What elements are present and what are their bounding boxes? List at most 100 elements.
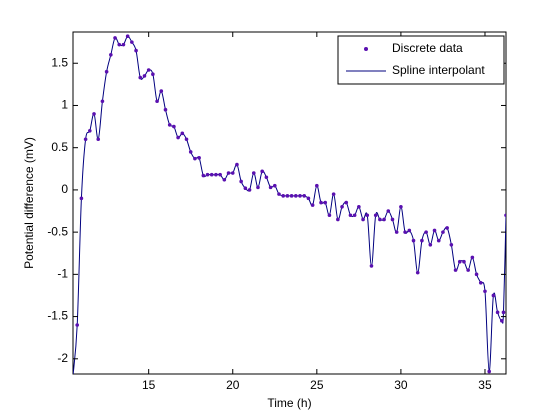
data-point — [176, 135, 180, 140]
data-point — [197, 156, 201, 160]
data-point — [390, 217, 395, 222]
x-tick-label: 20 — [226, 378, 240, 392]
data-point — [130, 40, 134, 44]
data-point — [306, 196, 311, 201]
data-point — [121, 42, 126, 47]
data-point — [378, 217, 382, 222]
data-point — [205, 172, 210, 177]
y-axis-label: Potential difference (mV) — [22, 137, 36, 269]
data-point — [504, 213, 506, 218]
data-point — [319, 200, 323, 205]
data-point — [394, 230, 399, 234]
data-point — [483, 289, 487, 294]
data-point — [457, 259, 462, 264]
data-point — [453, 268, 458, 272]
data-point — [100, 99, 105, 104]
data-point — [272, 183, 277, 188]
data-point — [315, 183, 319, 188]
data-point — [449, 243, 454, 247]
data-point — [352, 213, 357, 218]
data-point — [188, 150, 193, 154]
data-point — [323, 200, 328, 205]
data-point — [411, 238, 416, 243]
data-point — [281, 194, 285, 198]
data-point — [226, 171, 231, 175]
x-axis-label: Time (h) — [267, 396, 311, 410]
data-point — [336, 217, 340, 222]
data-point — [294, 194, 298, 198]
data-point — [142, 74, 147, 78]
data-point — [436, 238, 441, 243]
data-point — [478, 281, 483, 285]
data-point — [92, 112, 96, 116]
data-point — [499, 319, 504, 323]
data-point — [167, 123, 172, 127]
data-point — [75, 323, 80, 327]
data-point — [407, 228, 412, 233]
data-point — [399, 205, 403, 209]
data-point — [264, 175, 269, 180]
data-point — [285, 194, 290, 198]
data-point — [201, 173, 206, 178]
data-point — [491, 293, 496, 298]
y-tick-label: 1.5 — [51, 55, 68, 69]
data-point — [466, 268, 470, 272]
data-point — [235, 162, 239, 167]
data-point — [424, 230, 428, 234]
data-point — [79, 196, 84, 201]
x-tick-label: 35 — [478, 378, 492, 392]
data-point — [373, 213, 378, 218]
data-point — [159, 89, 164, 93]
data-point — [218, 172, 222, 177]
legend: Discrete data Spline interpolant — [337, 35, 505, 85]
data-point — [501, 310, 506, 315]
legend-marker — [364, 47, 368, 51]
data-point — [184, 137, 189, 142]
data-point — [214, 172, 218, 177]
data-point — [209, 172, 214, 177]
data-point — [180, 131, 185, 136]
data-point — [344, 200, 349, 205]
data-point — [134, 48, 138, 53]
data-point — [382, 217, 386, 222]
data-point — [256, 185, 260, 190]
x-tick-label: 30 — [394, 378, 408, 392]
legend-label: Spline interpolant — [392, 63, 485, 77]
data-point — [415, 270, 420, 275]
data-point — [243, 186, 248, 191]
data-point — [365, 213, 370, 218]
data-point — [462, 259, 466, 264]
data-point — [88, 129, 92, 133]
data-point — [428, 243, 433, 247]
data-point — [470, 255, 475, 260]
legend-label: Discrete data — [392, 41, 463, 55]
data-point — [251, 171, 256, 175]
data-point — [117, 42, 122, 47]
data-point — [361, 217, 365, 222]
y-tick-label: 1 — [61, 98, 68, 112]
data-point — [348, 213, 353, 218]
data-point — [327, 213, 332, 218]
y-tick-label: -0.5 — [47, 224, 68, 238]
data-point — [109, 53, 113, 57]
data-point — [83, 137, 88, 142]
data-point — [268, 185, 273, 190]
data-point — [151, 72, 155, 77]
data-point — [420, 238, 424, 243]
data-point — [138, 75, 143, 80]
data-point — [247, 188, 252, 192]
y-tick-label: 0.5 — [51, 140, 68, 154]
data-point — [260, 169, 264, 174]
data-point — [298, 194, 302, 198]
data-point — [73, 373, 74, 374]
data-point — [474, 272, 479, 277]
y-tick-label: -1.5 — [47, 309, 68, 323]
data-point — [125, 34, 130, 39]
data-point — [357, 205, 361, 209]
y-tick-label: -2 — [57, 351, 68, 365]
data-point — [445, 226, 449, 230]
data-point — [331, 192, 336, 196]
plot-area — [73, 34, 506, 374]
y-tick-label: -1 — [57, 267, 68, 281]
